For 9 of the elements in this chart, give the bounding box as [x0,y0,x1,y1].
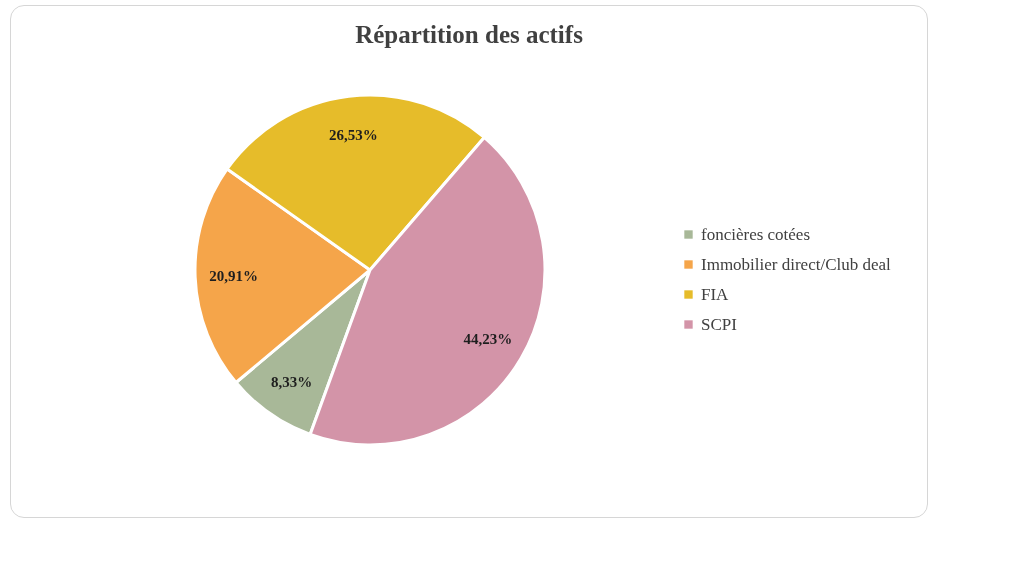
legend-label: foncières cotées [701,224,811,244]
legend-label: FIA [701,284,730,304]
data-label: 44,23% [463,331,513,348]
chart-title: Répartition des actifs [355,21,584,48]
legend-label: Immobilier direct/Club deal [701,254,892,274]
data-label: 20,91% [209,267,258,284]
data-label: 8,33% [271,373,313,390]
legend-label: SCPI [701,314,738,334]
data-label: 26,53% [329,126,378,143]
